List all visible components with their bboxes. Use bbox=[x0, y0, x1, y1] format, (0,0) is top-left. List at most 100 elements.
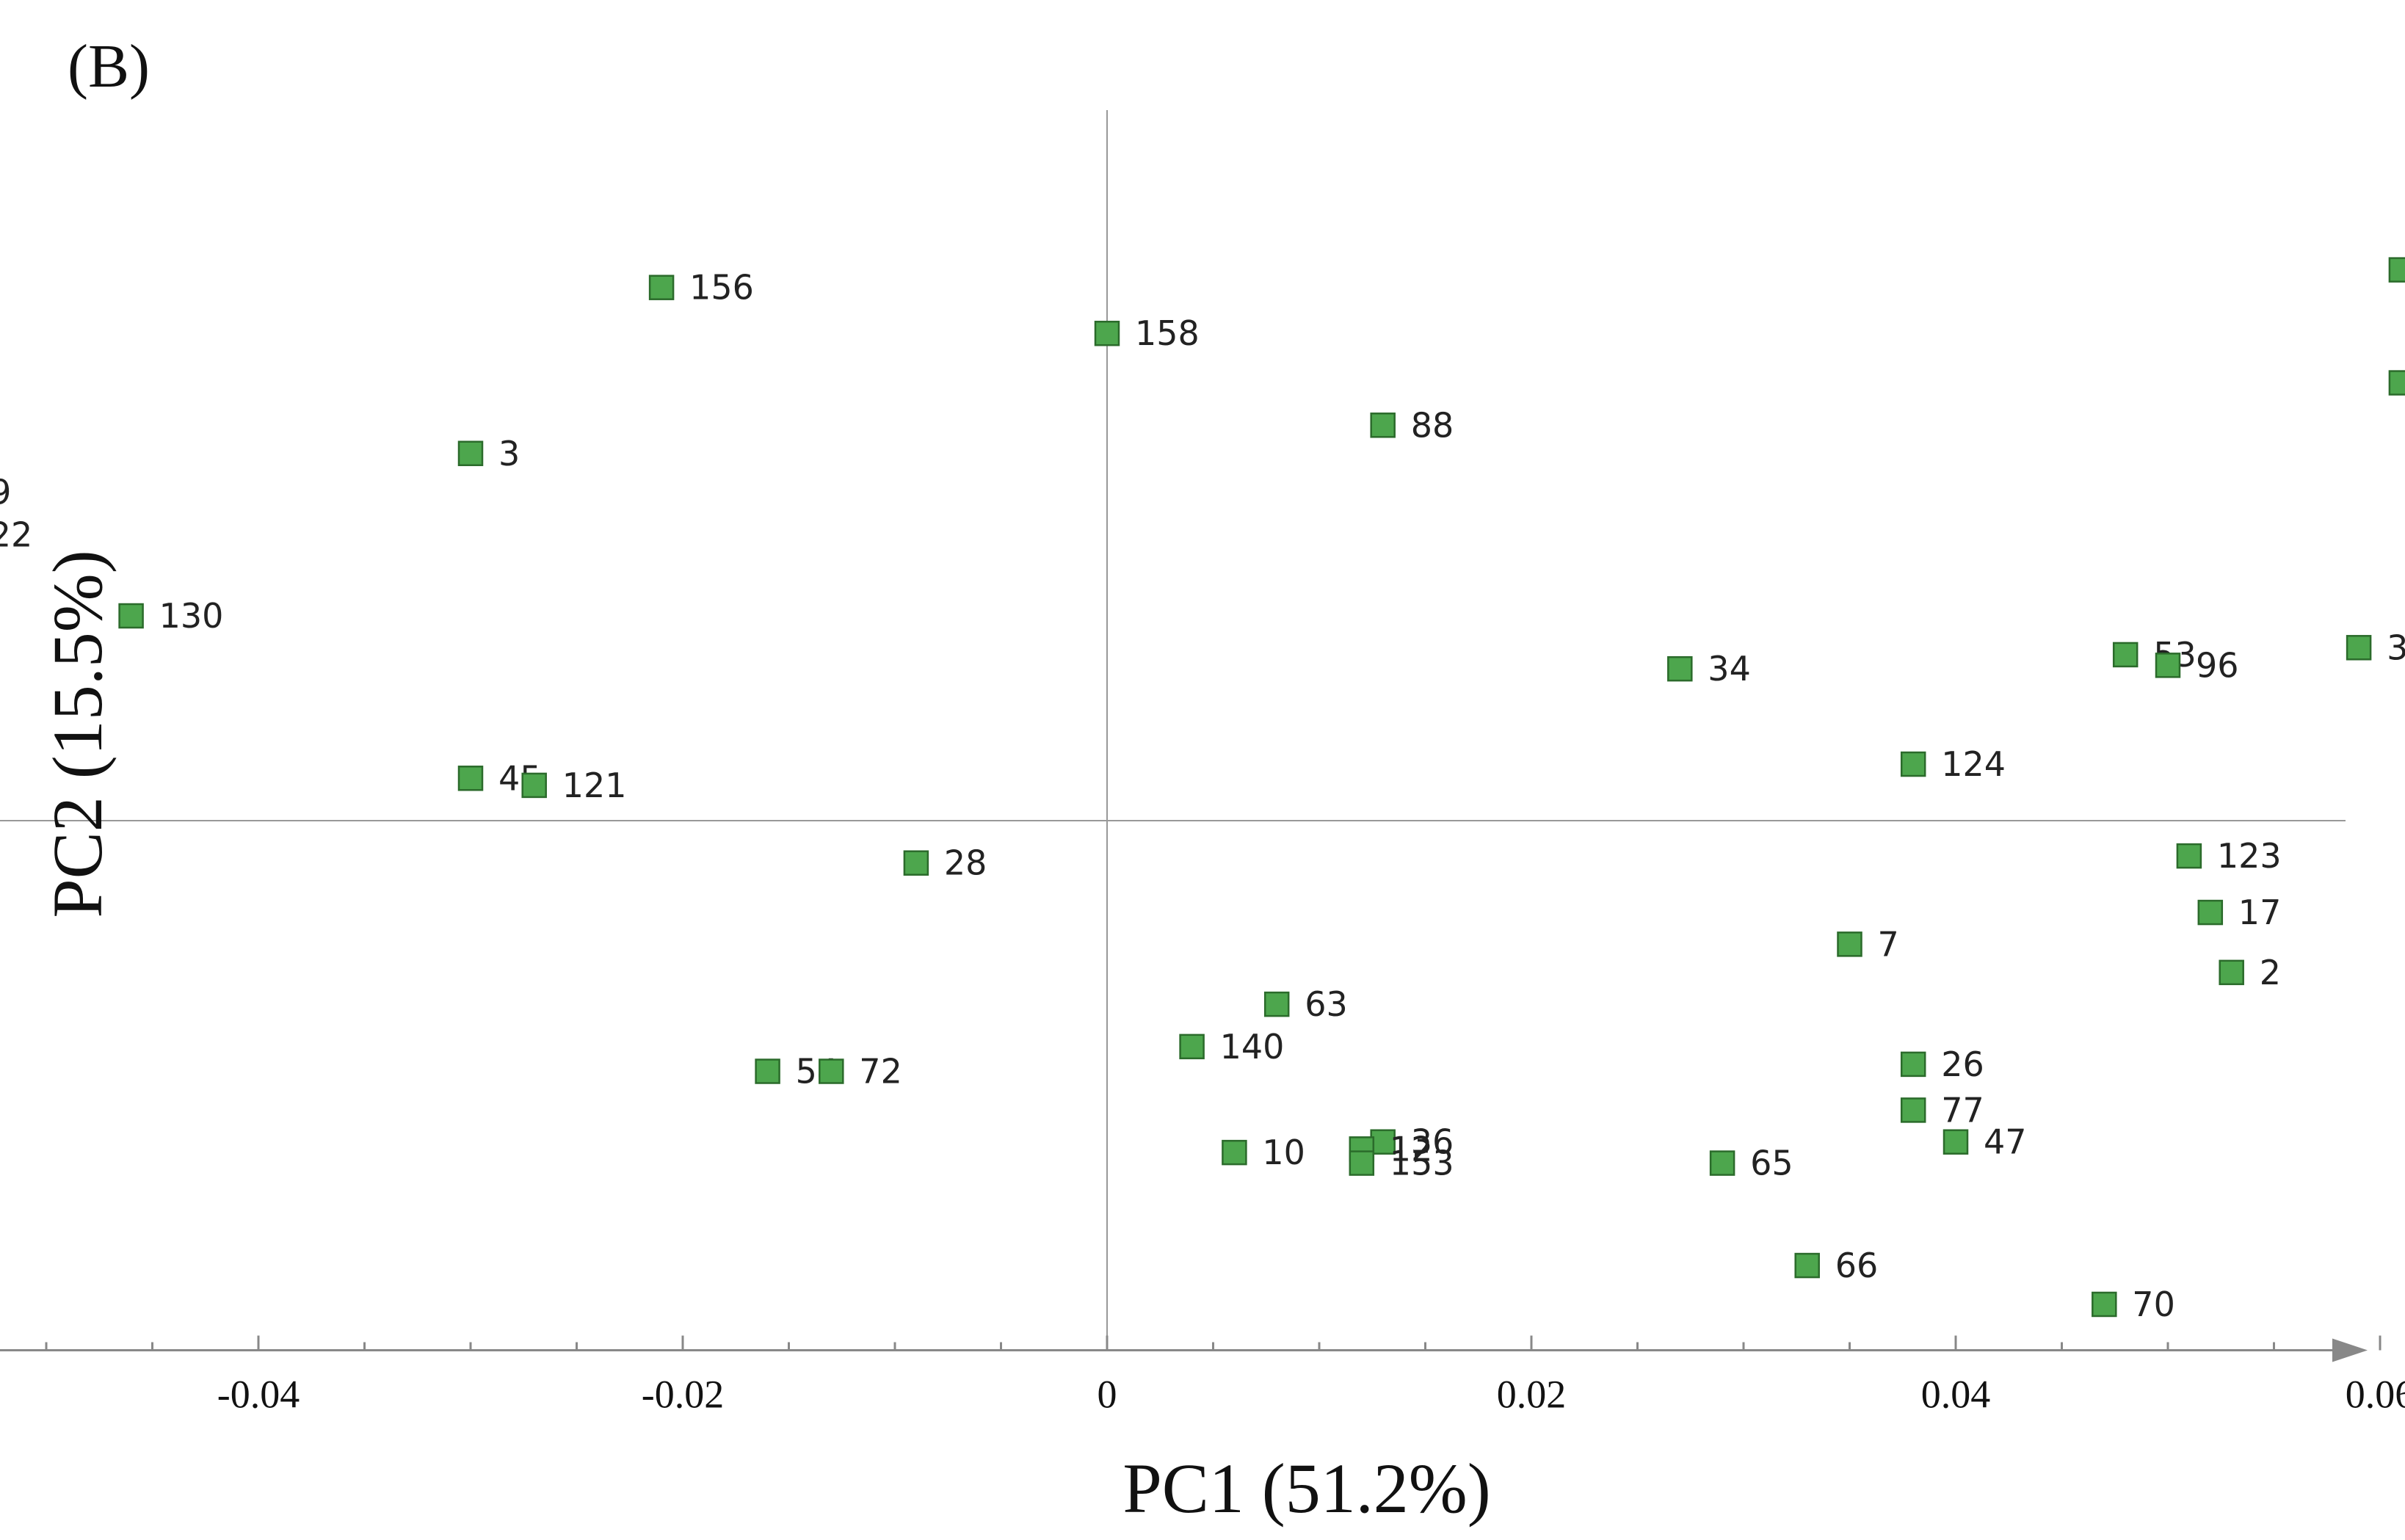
panel-label: (B) bbox=[68, 32, 150, 101]
data-point: 34 bbox=[1667, 649, 1751, 689]
data-point: 47 bbox=[1942, 1122, 2027, 1162]
point-label: 130 bbox=[159, 596, 224, 636]
point-label: 26 bbox=[1941, 1045, 1984, 1084]
point-marker bbox=[2112, 642, 2139, 668]
point-label: 28 bbox=[944, 843, 987, 883]
x-axis-title: PC1 (51.2%) bbox=[1122, 1449, 1490, 1528]
data-point: 122 bbox=[0, 515, 32, 554]
point-label: 156 bbox=[689, 268, 754, 308]
point-label: 34 bbox=[1708, 649, 1751, 689]
point-marker bbox=[2346, 635, 2372, 661]
point-marker bbox=[2219, 959, 2244, 986]
point-label: 12 bbox=[1390, 1129, 1433, 1169]
point-label: 70 bbox=[2132, 1285, 2175, 1324]
point-marker bbox=[2197, 899, 2224, 926]
data-point: 36 bbox=[1370, 1122, 1454, 1162]
point-label: 65 bbox=[1750, 1144, 1793, 1183]
point-label: 158 bbox=[1135, 313, 1200, 353]
point-marker bbox=[2388, 257, 2405, 283]
point-marker bbox=[1179, 1034, 1205, 1060]
point-label: 96 bbox=[2196, 645, 2239, 685]
point-marker bbox=[1222, 1139, 1247, 1166]
x-tick-label: 0.04 bbox=[1921, 1373, 1991, 1417]
y-axis-title: PC2 (15.5%) bbox=[38, 550, 117, 918]
axes bbox=[0, 110, 2382, 1362]
data-point: 158 bbox=[1094, 313, 1200, 353]
data-point: 123 bbox=[2176, 836, 2282, 876]
x-axis-arrow bbox=[2332, 1338, 2368, 1362]
point-label: 140 bbox=[1220, 1027, 1285, 1067]
data-point: 70 bbox=[2092, 1285, 2175, 1324]
data-point: 153 bbox=[1349, 1144, 1454, 1183]
data-point: 66 bbox=[1794, 1246, 1879, 1285]
point-label: 63 bbox=[1305, 984, 1348, 1024]
data-point: 3 bbox=[457, 434, 520, 473]
point-label: 66 bbox=[1835, 1246, 1879, 1285]
data-point: 130 bbox=[118, 596, 224, 636]
point-marker bbox=[1370, 413, 1396, 438]
point-label: 119 bbox=[0, 473, 11, 512]
data-point: 140 bbox=[1179, 1027, 1285, 1067]
point-marker bbox=[1900, 1051, 1926, 1078]
point-marker bbox=[521, 772, 547, 799]
point-label: 10 bbox=[1262, 1133, 1305, 1172]
data-point: 7 bbox=[1837, 924, 1899, 964]
point-marker bbox=[1667, 655, 1693, 682]
x-tick-label: -0.02 bbox=[642, 1373, 724, 1417]
data-point: 72 bbox=[819, 1052, 902, 1092]
point-marker bbox=[1794, 1252, 1820, 1279]
point-marker bbox=[819, 1058, 844, 1084]
data-point: 63 bbox=[1263, 984, 1348, 1024]
x-tick-label: 0.06 bbox=[2346, 1373, 2405, 1417]
point-label: 153 bbox=[1390, 1144, 1454, 1183]
x-tick-label: 0 bbox=[1098, 1373, 1117, 1417]
point-marker bbox=[2388, 370, 2405, 396]
point-marker bbox=[457, 766, 484, 791]
point-marker bbox=[1263, 991, 1290, 1017]
point-label: 2 bbox=[2260, 953, 2281, 992]
data-point: 17 bbox=[2197, 893, 2282, 932]
point-marker bbox=[1900, 751, 1926, 777]
data-point: 121 bbox=[521, 766, 627, 805]
point-marker bbox=[903, 850, 929, 876]
point-label: 121 bbox=[562, 766, 627, 805]
data-point: 77 bbox=[1900, 1090, 1984, 1130]
x-tick-label: -0.04 bbox=[217, 1373, 300, 1417]
data-point: 96 bbox=[2155, 645, 2239, 685]
point-marker bbox=[1942, 1129, 1969, 1155]
point-marker bbox=[457, 440, 484, 467]
point-marker bbox=[2092, 1291, 2117, 1318]
data-point: 10 bbox=[1222, 1133, 1305, 1172]
data-points: 1515657401093883491217913815797981541002… bbox=[0, 257, 2405, 1324]
point-label: 72 bbox=[859, 1052, 902, 1092]
point-marker bbox=[755, 1058, 780, 1084]
point-marker bbox=[1349, 1150, 1375, 1176]
point-label: 17 bbox=[2238, 893, 2282, 932]
point-label: 77 bbox=[1941, 1090, 1984, 1130]
point-label: 30 bbox=[2387, 628, 2405, 667]
data-point: 53 bbox=[2112, 635, 2197, 675]
data-point: 119 bbox=[0, 473, 11, 512]
data-point: 151 bbox=[2388, 257, 2405, 283]
point-marker bbox=[1837, 931, 1862, 957]
data-point: 28 bbox=[903, 843, 987, 883]
point-marker bbox=[118, 603, 144, 629]
data-point: 138 bbox=[2388, 370, 2405, 396]
point-label: 88 bbox=[1411, 405, 1454, 445]
x-tick-label: 0.02 bbox=[1497, 1373, 1567, 1417]
data-point: 65 bbox=[1709, 1144, 1793, 1183]
point-label: 123 bbox=[2217, 836, 2282, 876]
point-marker bbox=[2155, 653, 2181, 678]
point-label: 124 bbox=[1941, 744, 2006, 784]
point-label: 7 bbox=[1878, 924, 1899, 964]
point-marker bbox=[648, 275, 675, 300]
data-point: 30 bbox=[2346, 628, 2405, 667]
point-marker bbox=[1709, 1150, 1735, 1176]
point-marker bbox=[2176, 843, 2202, 869]
data-point: 124 bbox=[1900, 744, 2006, 784]
data-point: 2 bbox=[2219, 953, 2281, 992]
point-label: 47 bbox=[1984, 1122, 2027, 1162]
point-label: 36 bbox=[1411, 1122, 1454, 1162]
